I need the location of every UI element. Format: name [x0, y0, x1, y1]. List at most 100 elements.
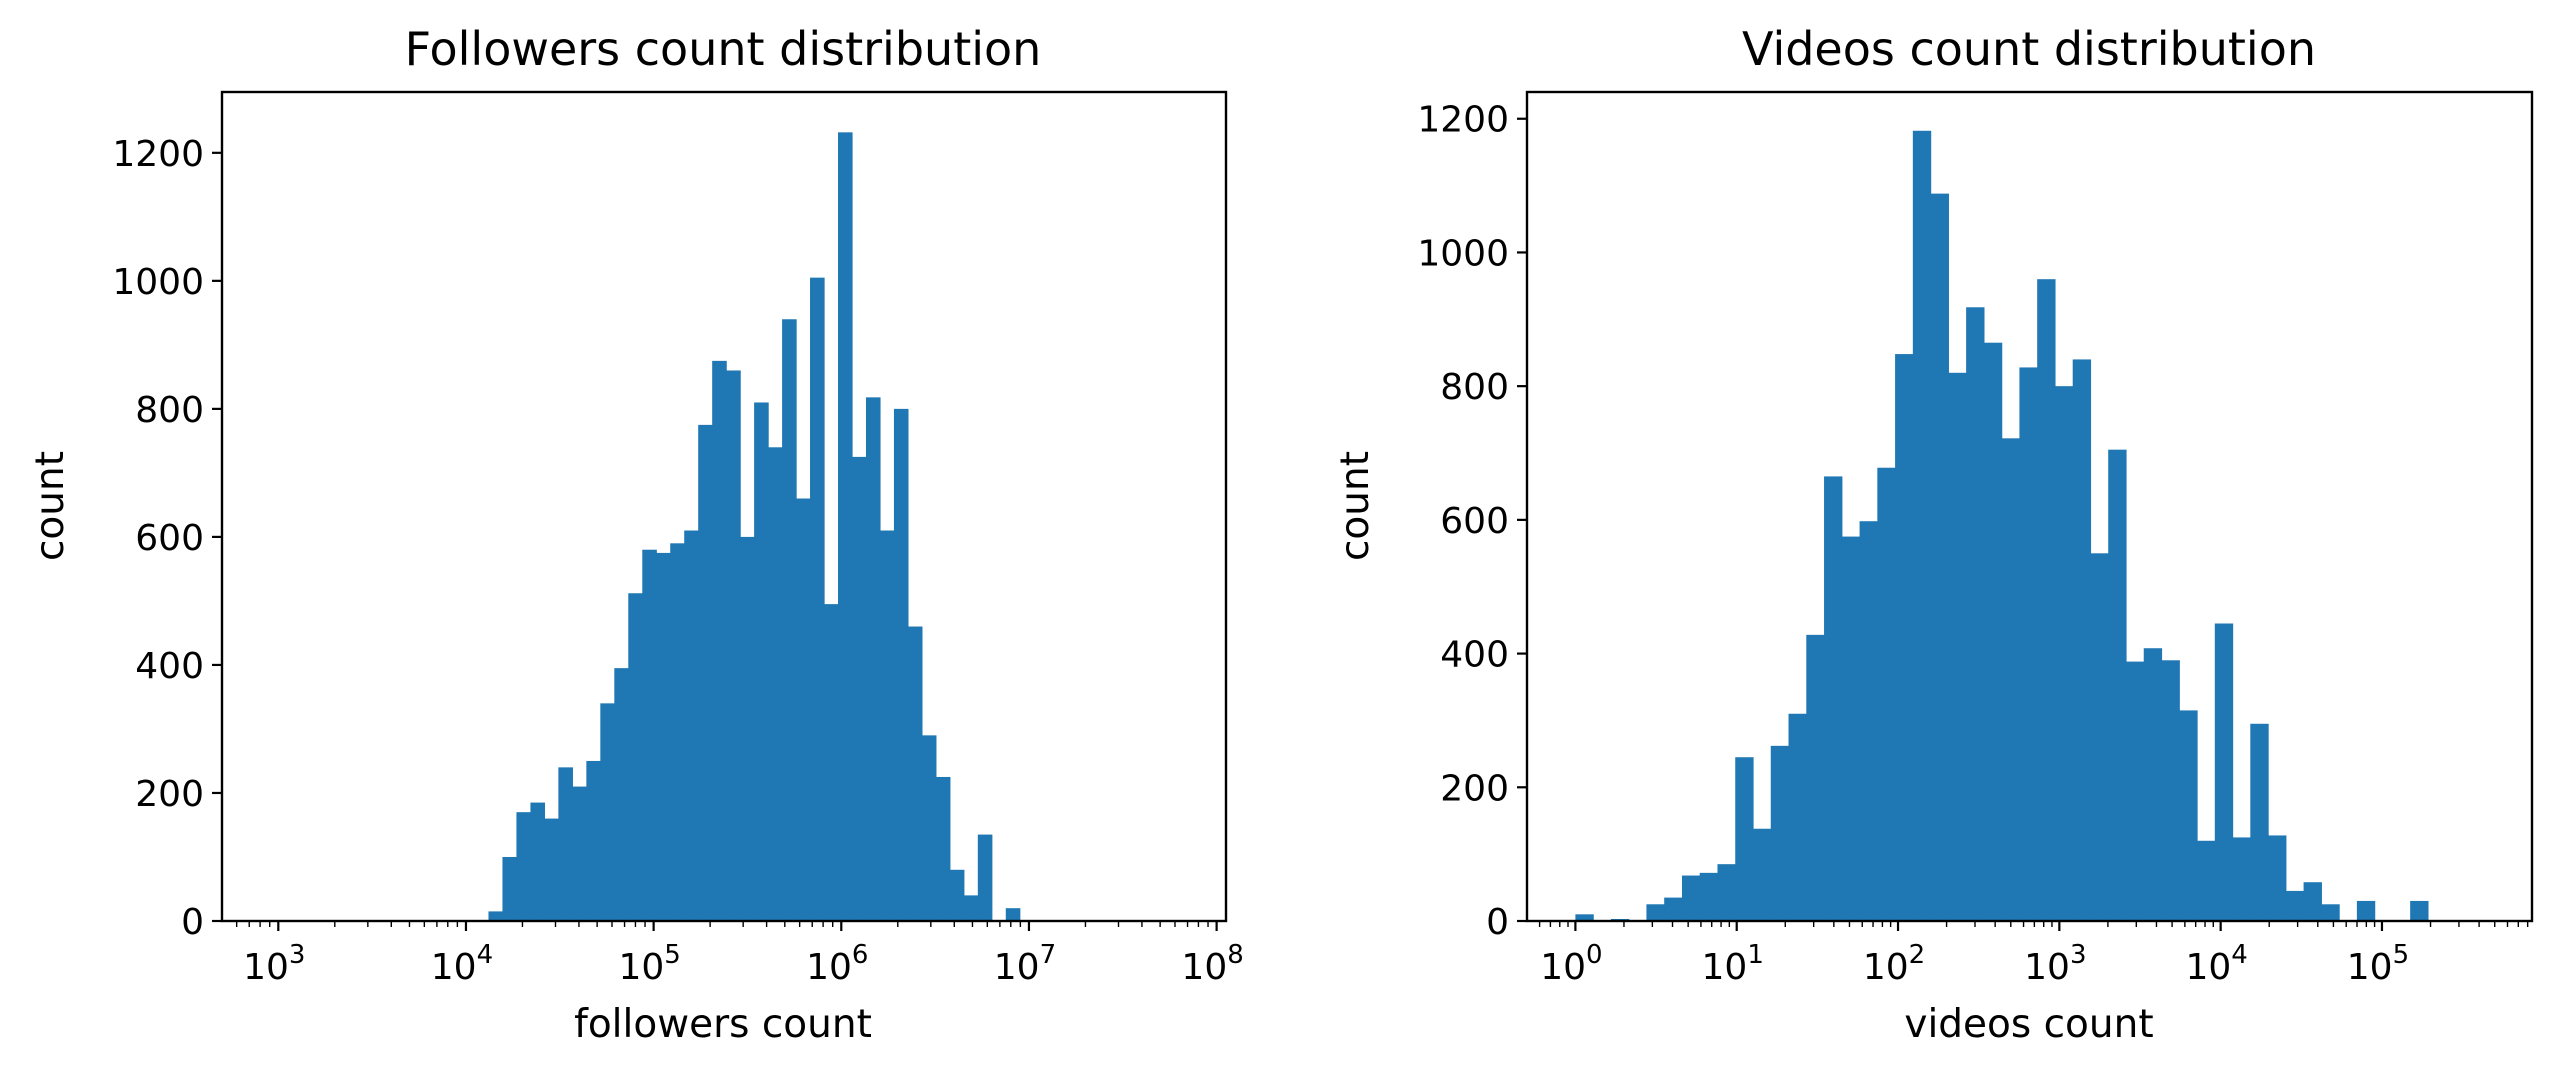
followers-bar-6 [572, 786, 587, 921]
followers-bar-30 [907, 626, 923, 921]
videos-bar-28 [2072, 359, 2092, 921]
followers-bar-21 [782, 319, 797, 921]
videos-y-tick-label-6: 1200 [1417, 100, 1509, 141]
videos-bar-25 [2019, 367, 2038, 921]
videos-bar-19 [1912, 130, 1932, 921]
followers-bar-22 [796, 498, 811, 921]
followers-bar-16 [712, 360, 727, 921]
followers-x-ticks: 103 104 105 106 107 108 [235, 921, 1244, 988]
videos-bar-0 [1575, 914, 1594, 921]
followers-chart-title: Followers count distribution [405, 22, 1042, 76]
videos-bar-40 [2285, 890, 2305, 921]
videos-bar-37 [2232, 837, 2251, 921]
videos-y-tick-label-3: 600 [1440, 501, 1509, 542]
followers-bar-25 [838, 132, 853, 921]
followers-bar-33 [949, 869, 965, 921]
videos-bar-5 [1664, 897, 1683, 921]
videos-chart-title: Videos count distribution [1742, 22, 2316, 76]
videos-bar-33 [2161, 660, 2180, 921]
followers-bar-27 [865, 397, 881, 922]
videos-bar-24 [2001, 438, 2021, 921]
followers-bar-23 [810, 277, 825, 921]
followers-bar-19 [754, 402, 769, 922]
videos-bar-11 [1770, 745, 1790, 921]
followers-y-tick-label-5: 1000 [112, 262, 204, 303]
videos-bar-39 [2268, 835, 2287, 921]
videos-bar-6 [1681, 875, 1701, 921]
followers-bar-0 [488, 911, 504, 921]
followers-y-tick-label-0: 0 [181, 902, 204, 943]
videos-bar-27 [2054, 386, 2074, 921]
followers-y-tick-label-3: 600 [135, 518, 204, 559]
videos-bar-47 [2410, 900, 2429, 921]
followers-bar-29 [893, 408, 909, 921]
videos-bar-34 [2179, 710, 2198, 921]
followers-x-tick-label-0: 103 [243, 940, 305, 988]
videos-bar-12 [1788, 713, 1807, 921]
followers-y-tick-label-4: 800 [135, 390, 204, 431]
videos-x-tick-label-0: 100 [1540, 940, 1602, 988]
videos-bar-16 [1859, 521, 1878, 921]
videos-y-tick-label-1: 200 [1440, 768, 1509, 809]
followers-bar-32 [935, 776, 951, 921]
videos-y-tick-label-5: 1000 [1417, 233, 1509, 274]
followers-bar-31 [921, 735, 937, 921]
followers-bar-5 [558, 767, 573, 921]
followers-x-tick-label-2: 105 [618, 940, 680, 988]
videos-y-tick-label-2: 400 [1440, 635, 1509, 676]
videos-y-axis-label: count [1333, 451, 1378, 561]
followers-bar-13 [670, 543, 685, 921]
videos-x-axis-label: videos count [1904, 1002, 2153, 1047]
videos-bar-8 [1717, 864, 1736, 921]
videos-chart: Videos count distribution 0 200 400 600 800 1… [1333, 22, 2534, 1047]
videos-bars [1575, 130, 2429, 922]
followers-bar-4 [544, 818, 559, 921]
followers-y-tick-label-2: 400 [135, 646, 204, 687]
followers-bar-28 [879, 530, 895, 921]
followers-bar-2 [516, 812, 532, 921]
followers-bar-14 [684, 530, 699, 921]
videos-x-tick-label-4: 104 [2185, 940, 2247, 988]
followers-chart: Followers count distribution 0 200 400 600 8… [28, 22, 1244, 1047]
videos-bar-4 [1646, 904, 1665, 921]
videos-x-tick-label-3: 103 [2024, 940, 2086, 988]
videos-x-ticks: 100 101 102 103 104 105 [1538, 921, 2529, 988]
followers-bar-18 [740, 536, 755, 921]
followers-bar-17 [726, 370, 741, 922]
videos-bar-9 [1735, 757, 1754, 921]
followers-bar-12 [656, 552, 671, 921]
videos-bar-30 [2108, 449, 2127, 921]
followers-bars [488, 132, 1021, 922]
videos-bar-29 [2090, 553, 2109, 921]
followers-bar-20 [768, 447, 783, 921]
videos-bar-22 [1966, 307, 1985, 921]
videos-plot-frame [1525, 90, 2534, 923]
followers-x-tick-label-3: 106 [806, 940, 868, 988]
followers-bar-7 [586, 760, 601, 921]
followers-bar-34 [963, 895, 979, 921]
videos-bar-14 [1824, 476, 1843, 921]
videos-bar-15 [1841, 536, 1861, 921]
videos-y-ticks: 0 200 400 600 800 1000 1200 [1417, 100, 1527, 943]
videos-bar-23 [1983, 342, 2003, 922]
videos-x-tick-label-2: 102 [1863, 940, 1925, 988]
followers-bar-8 [600, 703, 615, 921]
followers-x-tick-label-4: 107 [994, 940, 1056, 988]
videos-bar-21 [1948, 372, 1967, 921]
videos-bar-13 [1806, 634, 1825, 921]
videos-bar-41 [2303, 882, 2322, 921]
videos-bar-20 [1930, 193, 1949, 921]
followers-y-tick-label-6: 1200 [112, 134, 204, 175]
followers-y-ticks: 0 200 400 600 800 1000 1200 [112, 134, 222, 943]
followers-plot-frame [220, 90, 1228, 923]
followers-bar-24 [824, 604, 839, 921]
followers-bar-1 [502, 856, 518, 921]
videos-x-tick-label-1: 101 [1702, 940, 1764, 988]
videos-bar-42 [2321, 904, 2340, 921]
videos-bar-7 [1699, 872, 1719, 921]
videos-bar-35 [2197, 840, 2216, 921]
followers-y-axis-label: count [28, 451, 73, 561]
videos-x-tick-label-5: 105 [2347, 940, 2409, 988]
followers-bar-9 [614, 668, 629, 921]
